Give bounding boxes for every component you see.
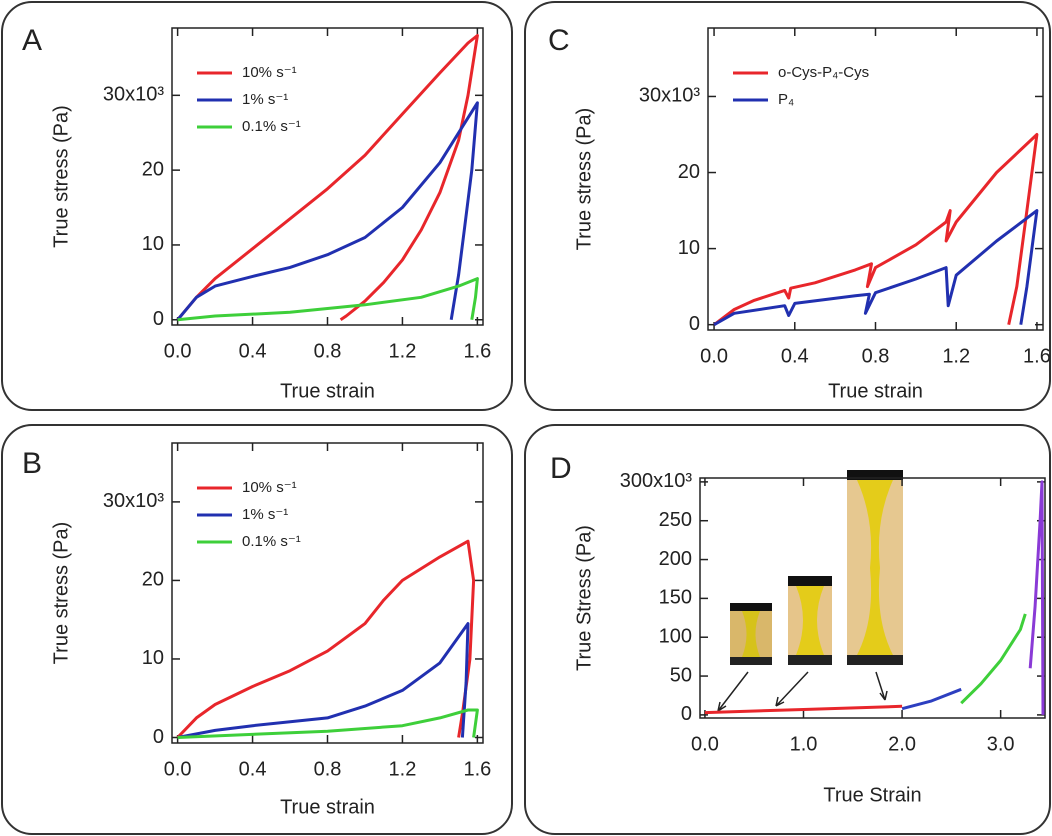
- legend-label: 0.1% s⁻¹: [242, 118, 301, 135]
- x-tick-label: 1.0: [790, 733, 818, 755]
- y-tick-label: 20: [678, 161, 700, 183]
- data-line: [704, 704, 903, 715]
- panel-frame: [524, 424, 1051, 835]
- data-line: [177, 277, 479, 322]
- y-tick-label: 20: [142, 569, 164, 591]
- x-tick-label: 0.4: [239, 340, 267, 362]
- y-tick-label: 30x10³: [639, 85, 700, 107]
- x-tick-label: 0.0: [164, 758, 192, 780]
- y-tick-label: 30x10³: [103, 84, 164, 106]
- y-tick-label: 0: [681, 703, 692, 725]
- x-tick-label: 0.0: [700, 345, 728, 367]
- y-tick-label: 30x10³: [103, 490, 164, 512]
- x-tick-label: 1.6: [463, 340, 491, 362]
- panel-label: D: [550, 452, 572, 485]
- sample: [857, 480, 893, 655]
- y-tick-label: 10: [678, 237, 700, 259]
- legend-label: P₄: [778, 91, 794, 108]
- y-axis-title: True stress (Pa): [50, 105, 72, 248]
- x-tick-label: 3.0: [987, 733, 1015, 755]
- x-axis-title: True strain: [280, 796, 375, 818]
- legend-label: 10% s⁻¹: [242, 479, 297, 496]
- x-tick-label: 0.4: [239, 758, 267, 780]
- x-tick-label: 0.0: [691, 733, 719, 755]
- x-tick-label: 0.0: [164, 340, 192, 362]
- x-axis-title: True Strain: [823, 784, 921, 806]
- data-line: [177, 622, 470, 739]
- sample: [742, 611, 760, 657]
- y-tick-label: 0: [153, 726, 164, 748]
- y-tick-label: 100: [659, 626, 692, 648]
- y-axis-title: True stress (Pa): [573, 108, 595, 251]
- clamp: [847, 655, 903, 665]
- arrow: [717, 671, 749, 712]
- legend-label: o-Cys-P₄-Cys: [778, 64, 869, 81]
- x-tick-label: 0.8: [862, 345, 890, 367]
- x-tick-label: 0.8: [314, 758, 342, 780]
- arrow: [875, 671, 888, 701]
- x-axis-title: True strain: [828, 380, 923, 402]
- y-tick-label: 10: [142, 233, 164, 255]
- x-tick-label: 2.0: [888, 733, 916, 755]
- x-tick-label: 1.2: [389, 758, 417, 780]
- legend-label: 1% s⁻¹: [242, 506, 288, 523]
- x-axis-title: True strain: [280, 380, 375, 402]
- panel-label: C: [548, 24, 570, 57]
- legend-label: 0.1% s⁻¹: [242, 533, 301, 550]
- clamp: [730, 657, 772, 665]
- clamp: [730, 603, 772, 611]
- x-tick-label: 1.6: [463, 758, 491, 780]
- panel-label: B: [22, 447, 42, 480]
- y-tick-label: 150: [659, 587, 692, 609]
- sample: [796, 586, 824, 655]
- x-tick-label: 0.4: [781, 345, 809, 367]
- y-tick-label: 300x10³: [620, 470, 693, 492]
- y-tick-label: 250: [659, 509, 692, 531]
- data-line: [1028, 480, 1045, 715]
- x-tick-label: 0.8: [314, 340, 342, 362]
- data-line: [177, 708, 479, 739]
- panel-frame: [1, 1, 513, 411]
- panel-label: A: [22, 24, 42, 57]
- y-tick-label: 20: [142, 158, 164, 180]
- sample-photos: [717, 470, 903, 712]
- y-tick-label: 0: [153, 308, 164, 330]
- clamp: [788, 576, 832, 586]
- data-line: [713, 209, 1039, 327]
- data-line: [713, 133, 1039, 326]
- y-axis-title: True Stress (Pa): [573, 525, 595, 671]
- panel-frame: [1, 424, 513, 835]
- x-tick-label: 1.2: [942, 345, 970, 367]
- x-tick-label: 1.2: [389, 340, 417, 362]
- data-line: [176, 539, 476, 739]
- legend-label: 1% s⁻¹: [242, 91, 288, 108]
- clamp: [847, 470, 903, 480]
- y-tick-label: 200: [659, 548, 692, 570]
- arrow: [775, 671, 809, 707]
- data-line: [901, 687, 962, 711]
- panel-frame: [524, 1, 1051, 411]
- y-tick-label: 0: [689, 313, 700, 335]
- y-tick-label: 10: [142, 647, 164, 669]
- x-tick-label: 1.6: [1023, 345, 1051, 367]
- legend-label: 10% s⁻¹: [242, 64, 297, 81]
- y-tick-label: 50: [670, 664, 692, 686]
- data-line: [960, 613, 1027, 705]
- clamp: [788, 655, 832, 665]
- data-line: [176, 34, 479, 322]
- data-line: [176, 101, 479, 321]
- y-axis-title: True stress (Pa): [50, 522, 72, 665]
